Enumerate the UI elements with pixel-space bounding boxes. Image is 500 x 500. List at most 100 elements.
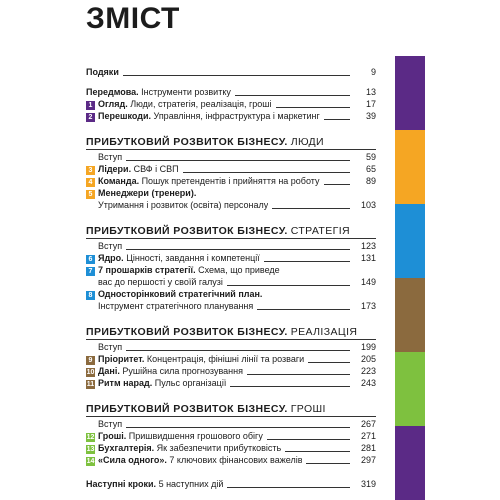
toc-entry[interactable]: 1 Огляд. Люди, стратегія, реалізація, гро… (86, 98, 376, 110)
toc-entry-title: Ритм нарад. Пульс організації (98, 378, 226, 389)
toc-entry[interactable]: 6 Ядро. Цінності, завдання і компетенції 1… (86, 252, 376, 264)
toc-entry-text: СВФ і СВП (131, 164, 179, 174)
toc-entry-title: Вступ (98, 419, 122, 430)
chapter-number-badge: 5 (86, 190, 95, 199)
color-bar-segment (395, 56, 425, 130)
toc-entry[interactable]: Інструмент стратегічного планування 173 (86, 300, 376, 312)
leader-line (275, 107, 350, 108)
toc-entry[interactable]: Наступні кроки. 5 наступних дій 319 (86, 478, 376, 490)
toc-entry-intro[interactable]: Вступ 123 (86, 240, 376, 252)
toc-entry-intro[interactable]: Вступ 267 (86, 418, 376, 430)
toc-entry-title: Дані. Рушійна сила прогнозування (98, 366, 243, 377)
chapter-number-badge: 6 (86, 255, 95, 264)
toc-page-number: 297 (360, 455, 376, 465)
leader-line (234, 95, 350, 96)
toc-entry-title: Інструмент стратегічного планування (98, 301, 253, 312)
toc-entry-bold: Ядро. (98, 253, 124, 263)
toc-entry[interactable]: 10 Дані. Рушійна сила прогнозування 223 (86, 365, 376, 377)
chapter-number-badge: 2 (86, 113, 95, 122)
toc-entry[interactable]: 5 Менеджери (тренери). (86, 187, 376, 199)
section-heading: ПРИБУТКОВИЙ РОЗВИТОК БІЗНЕСУ. ГРОШІ (86, 399, 376, 415)
toc-page-number: 173 (360, 301, 376, 311)
toc-entry-bold: Наступні кроки. (86, 479, 157, 489)
chapter-number-badge: 4 (86, 178, 95, 187)
toc-entry-title: Вступ (98, 241, 122, 252)
toc-entry-text: Пришвидшення грошового обігу (126, 431, 263, 441)
toc-entry-intro[interactable]: Вступ 59 (86, 151, 376, 163)
toc-page-number: 131 (360, 253, 376, 263)
toc-entry[interactable]: 8 Односторінковий стратегічний план. (86, 288, 376, 300)
toc-entry[interactable]: 11 Ритм нарад. Пульс організації 243 (86, 377, 376, 389)
toc-entry[interactable]: 3 Лідери. СВФ і СВП 65 (86, 163, 376, 175)
toc-entry[interactable]: 4 Команда. Пошук претендентів і прийняття… (86, 175, 376, 187)
toc-entry-title: Огляд. Люди, стратегія, реалізація, грош… (98, 99, 272, 110)
toc-entry-bold: Подяки (86, 67, 119, 77)
section-rule (86, 238, 376, 239)
toc-page-number: 267 (360, 419, 376, 429)
section-rule (86, 339, 376, 340)
leader-line (122, 75, 350, 76)
toc-page-number: 271 (360, 431, 376, 441)
toc-entry[interactable]: 12 Гроші. Пришвидшення грошового обігу 271 (86, 430, 376, 442)
toc-entry-bold: Перешкоди. (98, 111, 151, 121)
toc-page-number: 199 (360, 342, 376, 352)
toc-entry-title: Лідери. СВФ і СВП (98, 164, 179, 175)
toc-entry-title: Односторінковий стратегічний план. (98, 289, 262, 300)
toc-entry-text: Утримання і розвиток (освіта) персоналу (98, 200, 269, 210)
toc-entry-preface[interactable]: Передмова. Інструменти розвитку 13 (86, 86, 376, 98)
leader-line (126, 350, 350, 351)
toc-entry-text: вас до першості у своїй галузі (98, 277, 223, 287)
color-bar-segment (395, 426, 425, 500)
toc-page-number: 281 (360, 443, 376, 453)
section-heading-part: ГРОШІ (290, 403, 326, 415)
leader-line (227, 487, 350, 488)
toc-entry-bold: 7 прошарків стратегії. (98, 265, 196, 275)
toc-entry-intro[interactable]: Вступ 199 (86, 341, 376, 353)
toc-entry-text: Концентрація, фінішні лінії та розваги (144, 354, 305, 364)
toc-page-number: 149 (360, 277, 376, 287)
leader-line (308, 362, 350, 363)
toc-entry-text: Вступ (98, 241, 123, 251)
leader-line (263, 261, 350, 262)
leader-line (126, 427, 350, 428)
toc-entry-title: Ядро. Цінності, завдання і компетенції (98, 253, 260, 264)
section-heading-bold: ПРИБУТКОВИЙ РОЗВИТОК БІЗНЕСУ. (86, 225, 288, 237)
toc-entry-title: Перешкоди. Управління, інфраструктура і … (98, 111, 320, 122)
chapter-number-badge: 12 (86, 433, 95, 442)
toc-entry-text: Вступ (98, 419, 123, 429)
toc-entry-title: Вступ (98, 152, 122, 163)
chapter-number-badge: 8 (86, 291, 95, 300)
toc-entry[interactable]: 14 «Сила одного». 7 ключових фінансових в… (86, 454, 376, 466)
toc-entry-acknowledgements[interactable]: Подяки 9 (86, 66, 376, 78)
toc-entry-title: Наступні кроки. 5 наступних дій (86, 479, 223, 490)
leader-line (226, 285, 350, 286)
toc-entry[interactable]: 13 Бухгалтерія. Як забезпечити прибуткові… (86, 442, 376, 454)
section-heading-bold: ПРИБУТКОВИЙ РОЗВИТОК БІЗНЕСУ. (86, 403, 288, 415)
toc-entry-text: Люди, стратегія, реалізація, гроші (127, 99, 272, 109)
section-rule (86, 416, 376, 417)
toc-entry[interactable]: 2 Перешкоди. Управління, інфраструктура і… (86, 110, 376, 122)
toc-page-number: 39 (365, 111, 376, 121)
section-heading-bold: ПРИБУТКОВИЙ РОЗВИТОК БІЗНЕСУ. (86, 136, 288, 148)
chapter-number-badge: 14 (86, 457, 95, 466)
toc-entry-text: 7 ключових фінансових важелів (166, 455, 303, 465)
color-bar-segment (395, 204, 425, 278)
leader-line (230, 386, 350, 387)
toc-page-number: 13 (365, 87, 376, 97)
leader-line (266, 439, 350, 440)
toc-page-number: 65 (365, 164, 376, 174)
leader-line (126, 160, 350, 161)
toc-entry[interactable]: вас до першості у своїй галузі 149 (86, 276, 376, 288)
toc-page-number: 319 (360, 479, 376, 489)
chapter-number-badge: 7 (86, 267, 95, 276)
toc-entry-title: Команда. Пошук претендентів і прийняття … (98, 176, 320, 187)
toc-entry[interactable]: 9 Пріоритет. Концентрація, фінішні лінії … (86, 353, 376, 365)
toc-entry-bold: Бухгалтерія. (98, 443, 155, 453)
chapter-number-badge: 10 (86, 368, 95, 377)
toc-entry-bold: Односторінковий стратегічний план. (98, 289, 263, 299)
toc-entry[interactable]: Утримання і розвиток (освіта) персоналу 1… (86, 199, 376, 211)
leader-line (126, 249, 350, 250)
toc-entry-bold: Менеджери (тренери). (98, 188, 197, 198)
section-rule (86, 149, 376, 150)
